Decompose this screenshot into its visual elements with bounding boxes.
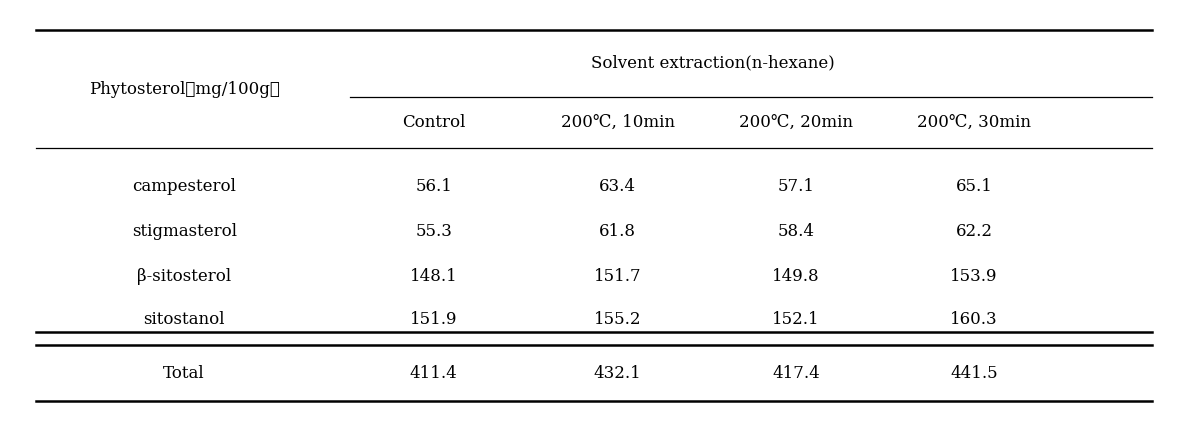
Text: 148.1: 148.1 — [410, 268, 457, 285]
Text: Total: Total — [163, 365, 206, 382]
Text: 152.1: 152.1 — [772, 311, 820, 328]
Text: campesterol: campesterol — [132, 178, 236, 195]
Text: 432.1: 432.1 — [594, 365, 642, 382]
Text: 153.9: 153.9 — [950, 268, 998, 285]
Text: 200℃, 10min: 200℃, 10min — [561, 114, 675, 131]
Text: β-sitosterol: β-sitosterol — [137, 268, 232, 285]
Text: sitostanol: sitostanol — [144, 311, 225, 328]
Text: 441.5: 441.5 — [950, 365, 998, 382]
Text: Control: Control — [402, 114, 466, 131]
Text: 56.1: 56.1 — [415, 178, 453, 195]
Text: 155.2: 155.2 — [594, 311, 642, 328]
Text: 57.1: 57.1 — [777, 178, 815, 195]
Text: 61.8: 61.8 — [599, 223, 637, 240]
Text: 411.4: 411.4 — [410, 365, 457, 382]
Text: 55.3: 55.3 — [415, 223, 453, 240]
Text: 63.4: 63.4 — [599, 178, 637, 195]
Text: 200℃, 30min: 200℃, 30min — [917, 114, 1031, 131]
Text: Solvent extraction(n-hexane): Solvent extraction(n-hexane) — [590, 55, 835, 72]
Text: stigmasterol: stigmasterol — [132, 223, 236, 240]
Text: 65.1: 65.1 — [955, 178, 993, 195]
Text: 417.4: 417.4 — [772, 365, 820, 382]
Text: 58.4: 58.4 — [777, 223, 815, 240]
Text: 149.8: 149.8 — [772, 268, 820, 285]
Text: 62.2: 62.2 — [955, 223, 993, 240]
Text: 160.3: 160.3 — [950, 311, 998, 328]
Text: 151.7: 151.7 — [594, 268, 642, 285]
Text: Phytosterol（mg/100g）: Phytosterol（mg/100g） — [89, 81, 279, 97]
Text: 200℃, 20min: 200℃, 20min — [739, 114, 853, 131]
Text: 151.9: 151.9 — [410, 311, 457, 328]
